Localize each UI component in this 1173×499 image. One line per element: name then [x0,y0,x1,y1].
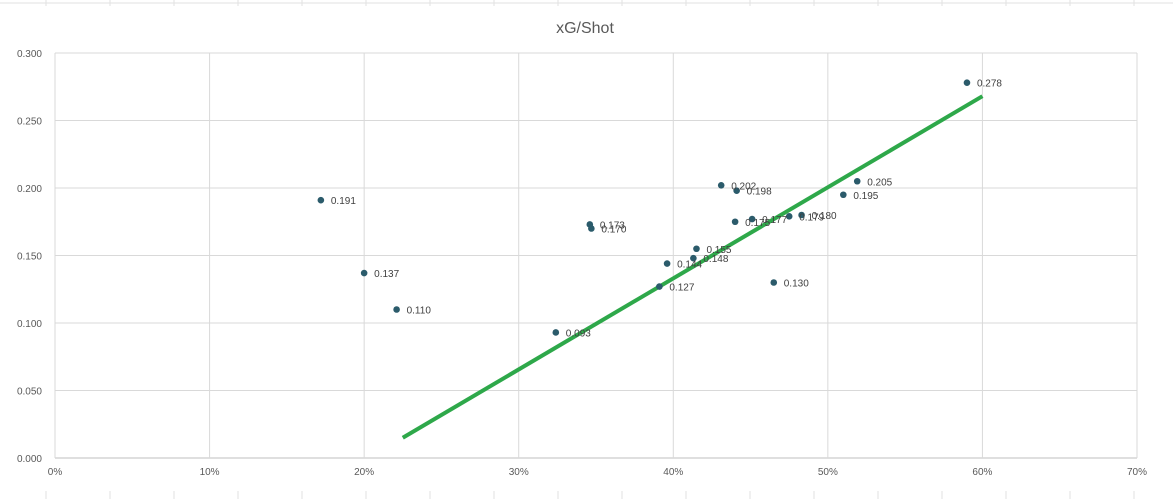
plot-gridlines [54,52,1138,459]
data-label: 0.110 [407,306,432,317]
chart-title: xG/Shot [556,20,614,37]
data-point [840,191,847,199]
y-axis: 0.000 0.050 0.100 0.150 0.200 0.250 0.300 [17,49,42,465]
data-point [853,177,861,185]
y-tick-label: 0.300 [17,49,42,60]
x-tick-label: 0% [48,467,63,478]
data-point [317,196,325,204]
data-point [748,215,756,223]
data-point [663,260,671,267]
data-label: 0.278 [977,79,1002,90]
data-point [963,79,971,86]
data-label: 0.198 [747,187,772,198]
data-label: 0.175 [745,218,770,229]
data-label: 0.148 [703,254,728,265]
y-tick-label: 0.100 [17,319,42,330]
x-tick-label: 70% [1127,467,1147,478]
data-point [360,269,368,277]
trendline-layer [401,94,984,440]
x-tick-label: 50% [818,467,838,478]
x-axis: 0% 10% 20% 30% 40% 50% 60% 70% [48,467,1147,478]
data-point [393,306,400,313]
data-point [690,254,697,262]
data-label: 0.127 [669,283,694,294]
data-point [717,182,725,189]
trendline [401,94,984,440]
y-tick-label: 0.200 [17,184,42,195]
data-label: 0.170 [601,225,626,236]
data-label: 0.202 [731,181,756,192]
data-label: 0.173 [600,220,625,231]
data-label: 0.093 [566,328,591,339]
chart-area[interactable] [0,6,1173,491]
data-label: 0.177 [762,215,787,226]
data-point [656,283,663,290]
data-point [731,218,739,226]
data-label: 0.191 [331,196,356,207]
data-label: 0.205 [867,177,892,188]
data-points [317,79,971,336]
data-point [733,187,740,194]
y-tick-label: 0.250 [17,117,42,128]
x-tick-label: 40% [663,467,683,478]
data-point [693,245,700,253]
data-point [785,213,793,220]
data-point [588,225,595,232]
data-label: 0.180 [812,211,837,222]
data-point [770,279,778,286]
y-tick-label: 0.150 [17,252,42,263]
data-label: 0.155 [706,245,731,256]
y-tick-label: 0.000 [17,454,42,465]
x-tick-label: 30% [509,467,529,478]
data-label: 0.144 [677,260,702,271]
data-point [552,329,560,336]
data-label: 0.137 [374,269,399,280]
data-label: 0.179 [799,212,824,223]
x-tick-label: 10% [200,467,220,478]
data-label: 0.195 [853,191,878,202]
data-label: 0.130 [784,279,809,290]
x-tick-label: 20% [354,467,374,478]
data-point [798,211,805,219]
x-tick-label: 60% [972,467,992,478]
y-tick-label: 0.050 [17,387,42,398]
